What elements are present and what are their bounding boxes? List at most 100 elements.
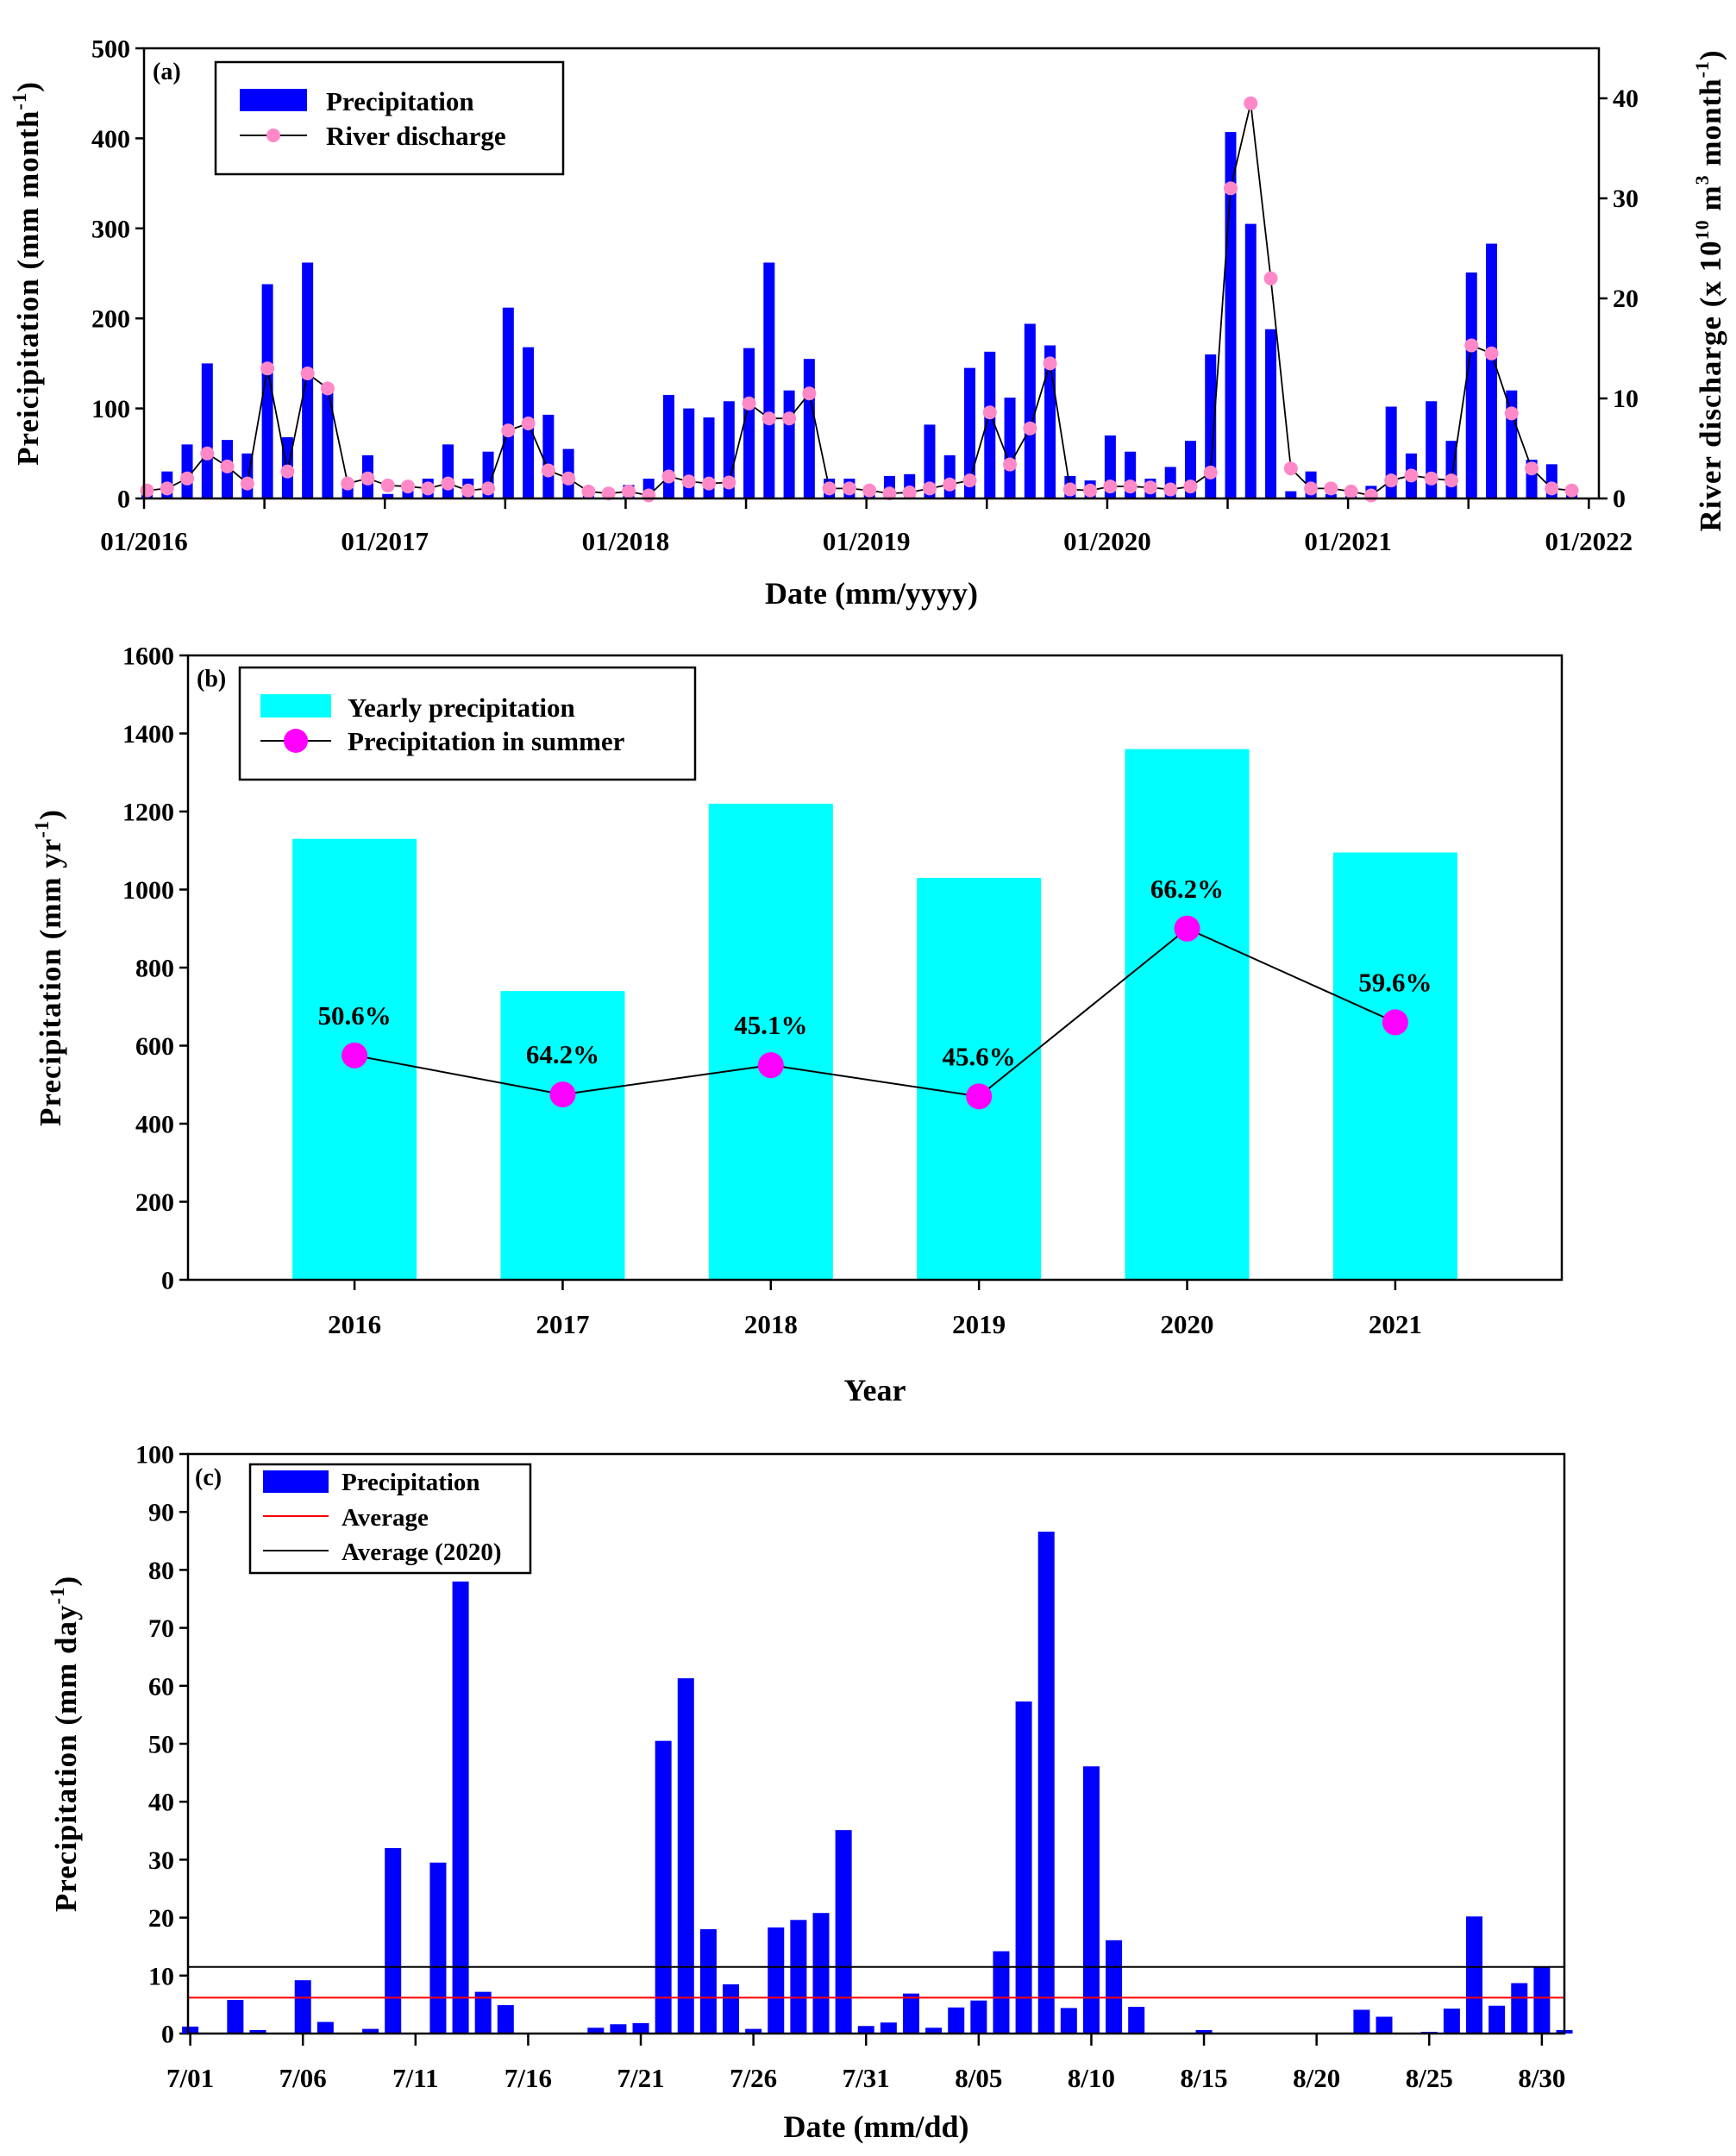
- precipitation-bar: [943, 454, 956, 498]
- precipitation-bar: [342, 487, 354, 498]
- daily-precipitation-bar: [249, 2029, 266, 2034]
- river-discharge-marker: [702, 476, 717, 491]
- river-discharge-marker: [902, 486, 917, 500]
- precipitation-bar: [1205, 354, 1217, 498]
- daily-precipitation-bar: [1037, 1532, 1055, 2034]
- river-discharge-marker: [581, 484, 596, 498]
- river-discharge-marker: [1163, 482, 1178, 497]
- river-discharge-marker: [140, 483, 154, 498]
- legend-box: [238, 666, 697, 781]
- y-tick-label: 800: [135, 955, 174, 983]
- y-axis-label-text: Preicipitation (mm month: [11, 110, 45, 466]
- river-discharge-marker: [742, 396, 756, 411]
- y-tick-label: 400: [135, 1111, 174, 1139]
- river-discharge-marker: [1123, 479, 1137, 494]
- precipitation-bar: [1265, 329, 1277, 498]
- y-axis-label-sup: -1: [31, 820, 53, 838]
- daily-precipitation-bar: [452, 1581, 469, 2034]
- river-discharge-marker: [802, 386, 817, 401]
- y2-label-text: month: [1694, 78, 1727, 174]
- river-discharge-marker: [200, 446, 215, 461]
- river-discharge-marker: [1263, 271, 1278, 285]
- river-discharge-marker: [1545, 481, 1559, 496]
- y-tick-label: 1200: [122, 799, 174, 827]
- river-discharge-marker: [240, 476, 254, 491]
- precipitation-bar: [803, 359, 815, 498]
- river-discharge-marker: [1244, 96, 1258, 110]
- yearly-precipitation-bar: [708, 803, 833, 1280]
- daily-precipitation-bar: [677, 1678, 694, 2034]
- river-discharge-marker: [1525, 461, 1539, 476]
- y2-label-sup: -1: [1691, 60, 1713, 78]
- precipitation-bar: [964, 367, 976, 498]
- river-discharge-marker: [1424, 471, 1438, 486]
- precipitation-bar: [382, 493, 394, 498]
- legend-swatch-yearly: [260, 694, 331, 718]
- precipitation-bar: [201, 363, 213, 498]
- x-tick-label: 7/16: [505, 2063, 552, 2093]
- river-discharge-marker: [922, 481, 937, 496]
- summer-precipitation-line: [354, 927, 1396, 1098]
- precipitation-bar: [442, 444, 454, 498]
- precipitation-bar: [502, 307, 514, 498]
- daily-precipitation-bar: [1128, 2007, 1145, 2034]
- river-discharge-marker: [1484, 346, 1499, 360]
- daily-precipitation-bar: [948, 2007, 965, 2034]
- panel-b: 0 200 400 600 800 1000 1200 1400 1600 50.6% 64.2% 4…: [31, 642, 1564, 1407]
- river-discharge-marker: [1464, 338, 1479, 353]
- daily-precipitation-bar: [316, 2021, 334, 2034]
- summer-precipitation-marker: [549, 1081, 576, 1108]
- daily-precipitation-bar: [857, 2026, 874, 2034]
- legend-label: Precipitation: [342, 1469, 480, 1496]
- x-tick-label: 01/2020: [1063, 526, 1151, 556]
- y-tick-label: 20: [148, 1904, 174, 1933]
- y-tick-label: 70: [148, 1614, 174, 1643]
- river-discharge-marker: [761, 411, 776, 426]
- legend-label: Average (2020): [342, 1539, 501, 1566]
- x-tick-label: 7/26: [730, 2063, 777, 2093]
- river-discharge-marker: [1003, 457, 1018, 472]
- x-tick-label: 2016: [328, 1309, 381, 1339]
- precipitation-bar: [1465, 272, 1477, 498]
- y-tick-label: 300: [91, 215, 130, 243]
- daily-precipitation-bar: [655, 1740, 672, 2034]
- legend: Precipitation River discharge: [214, 60, 565, 176]
- precipitation-bar: [302, 262, 314, 498]
- x-tick-label: 7/21: [617, 2063, 664, 2093]
- y2-tick-label: 40: [1613, 85, 1639, 113]
- x-axis-label: Date (mm/yyyy): [765, 576, 978, 611]
- river-discharge-marker: [541, 463, 555, 478]
- daily-precipitation-bar: [880, 2022, 897, 2034]
- y-axis-label-end: ): [49, 1576, 83, 1587]
- river-discharge-marker: [1183, 479, 1198, 494]
- river-discharge-marker: [160, 481, 174, 496]
- y-tick-label: 0: [161, 2021, 174, 2049]
- river-discharge-marker: [661, 469, 676, 484]
- daily-precipitation-bar: [745, 2028, 762, 2034]
- daily-precipitation-bar: [385, 1847, 402, 2034]
- x-tick-label: 8/10: [1068, 2063, 1115, 2093]
- precipitation-bar: [743, 348, 755, 498]
- y-axis-label: Precipitation (mm day-1): [47, 1576, 83, 1912]
- y-axis-label-sup: -1: [9, 92, 30, 110]
- daily-precipitation-bar: [610, 2024, 627, 2034]
- x-tick-label: 01/2019: [823, 526, 911, 556]
- river-discharge-marker: [1384, 473, 1399, 488]
- river-discharge-marker: [982, 405, 997, 420]
- river-discharge-marker: [1304, 481, 1319, 496]
- y-tick-label: 40: [148, 1789, 174, 1817]
- y-tick-label: 0: [117, 486, 130, 514]
- precipitation-bar: [1285, 491, 1297, 498]
- daily-precipitation-bar: [182, 2026, 199, 2034]
- daily-precipitation-bar: [1015, 1701, 1032, 2034]
- y-tick-label: 600: [135, 1032, 174, 1061]
- y-tick-label: 200: [91, 305, 130, 334]
- yearly-precipitation-bar: [1332, 852, 1457, 1280]
- y2-label-sup: 3: [1691, 174, 1713, 185]
- daily-precipitation-bar: [1106, 1940, 1123, 2034]
- daily-precipitation-bar: [227, 2000, 244, 2034]
- daily-precipitation-bar: [835, 1830, 852, 2034]
- precipitation-bar: [1244, 223, 1257, 498]
- y2-axis-label: River discharge (x 1010 m3 month-1): [1691, 49, 1727, 531]
